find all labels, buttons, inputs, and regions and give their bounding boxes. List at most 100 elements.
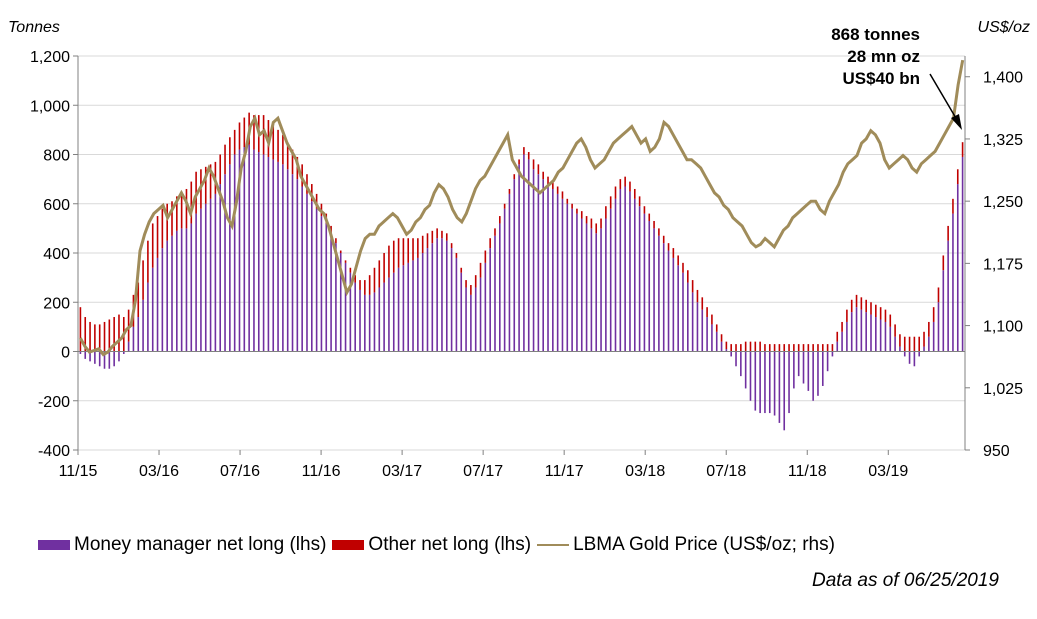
other-net-long-bar (465, 280, 467, 288)
money-manager-bar (392, 272, 395, 352)
legend-swatch-gold-price (537, 544, 570, 546)
money-manager-bar (908, 351, 911, 364)
other-net-long-bar (566, 198, 569, 204)
other-net-long-bar (807, 344, 810, 352)
other-net-long-bar (773, 344, 776, 352)
other-net-long-bar (537, 164, 540, 175)
other-net-long-bar (590, 218, 593, 229)
money-manager-bar (961, 156, 964, 352)
money-manager-bar (614, 198, 617, 352)
money-manager-bar (590, 228, 593, 352)
other-net-long-bar (306, 174, 308, 194)
other-net-long-bar (513, 174, 516, 180)
money-manager-bar (122, 351, 125, 354)
left-tick-label: 0 (61, 345, 70, 362)
money-manager-bar (677, 265, 679, 352)
other-net-long-bar (79, 307, 82, 352)
x-tick-label: 11/15 (59, 463, 98, 480)
money-manager-bar (691, 292, 694, 352)
money-manager-bar (720, 341, 723, 352)
money-manager-bar (793, 351, 795, 389)
other-net-long-bar (494, 228, 496, 236)
money-manager-bar (494, 235, 496, 352)
money-manager-bar (768, 351, 771, 414)
other-net-long-bar (185, 188, 188, 229)
money-manager-bar (609, 208, 612, 352)
other-net-long-bar (378, 260, 381, 288)
money-manager-bar (315, 208, 318, 352)
money-manager-bar (84, 351, 87, 359)
money-manager-bar (185, 228, 188, 352)
money-manager-bar (436, 238, 438, 352)
other-net-long-bar (740, 344, 742, 352)
money-manager-bar (214, 193, 217, 352)
legend-swatch-other (332, 540, 365, 550)
money-manager-bar (687, 282, 689, 352)
money-manager-bar (638, 206, 641, 352)
money-manager-bar (571, 208, 573, 352)
money-manager-bar (180, 228, 183, 352)
money-manager-bar (224, 174, 226, 352)
money-manager-bar (499, 223, 501, 352)
money-manager-bar (956, 184, 959, 352)
left-tick-label: 1,200 (30, 49, 70, 66)
money-manager-bar (913, 351, 916, 367)
money-manager-bar (359, 289, 361, 352)
other-net-long-bar (614, 186, 617, 199)
other-net-long-bar (889, 314, 892, 327)
money-manager-bar (431, 243, 434, 352)
money-manager-bar (339, 253, 342, 352)
money-manager-bar (383, 282, 385, 352)
money-manager-bar (595, 233, 598, 352)
other-net-long-bar (662, 235, 665, 244)
other-net-long-bar (89, 321, 91, 352)
other-net-long-bar (894, 324, 896, 337)
money-manager-bar (672, 257, 675, 352)
other-net-long-bar (339, 250, 342, 253)
money-manager-bar (605, 218, 607, 352)
other-net-long-bar (470, 285, 472, 295)
x-tick-label: 03/16 (139, 463, 179, 480)
legend-label-money-manager: Money manager net long (lhs) (74, 534, 327, 555)
money-manager-bar (552, 188, 554, 352)
other-net-long-bar (335, 238, 337, 244)
other-net-long-bar (108, 319, 111, 352)
other-net-long-bar (166, 203, 168, 241)
money-manager-bar (195, 213, 197, 352)
other-net-long-bar (460, 267, 463, 273)
other-net-long-bar (624, 176, 626, 187)
other-net-long-bar (571, 203, 573, 209)
other-net-long-bar (903, 336, 906, 352)
other-net-long-bar (899, 334, 901, 347)
other-net-long-bar (576, 208, 578, 214)
money-manager-bar (344, 262, 347, 352)
left-tick-label: 1,000 (30, 98, 70, 115)
money-manager-bar (778, 351, 781, 423)
money-manager-bar (797, 351, 800, 377)
money-manager-bar (831, 351, 834, 357)
money-manager-bar (306, 193, 308, 352)
other-net-long-bar (783, 344, 786, 352)
other-net-long-bar (682, 262, 684, 273)
money-manager-bar (711, 324, 713, 352)
other-net-long-bar (725, 341, 728, 350)
money-manager-bar (903, 351, 906, 357)
other-net-long-bar (952, 198, 954, 214)
right-axis-ticks: 950 1,025 1,100 1,175 1,250 1,325 1,400 (965, 70, 1023, 460)
other-net-long-bar (759, 341, 761, 352)
other-net-long-bar (711, 314, 713, 325)
legend-swatch-money-manager (38, 540, 70, 550)
money-manager-bar (537, 174, 540, 352)
other-net-long-bar (580, 211, 583, 219)
other-net-long-bar (793, 344, 795, 352)
other-net-long-bar (373, 267, 376, 293)
legend-label-other: Other net long (lhs) (368, 534, 532, 555)
other-net-long-bar (489, 238, 491, 249)
money-manager-bar (407, 262, 410, 352)
money-manager-bar (889, 326, 892, 352)
money-manager-bar (561, 198, 564, 352)
other-net-long-bar (947, 225, 949, 241)
other-net-long-bar (368, 275, 371, 295)
other-net-long-bar (84, 317, 87, 352)
other-net-long-bar (961, 142, 964, 157)
